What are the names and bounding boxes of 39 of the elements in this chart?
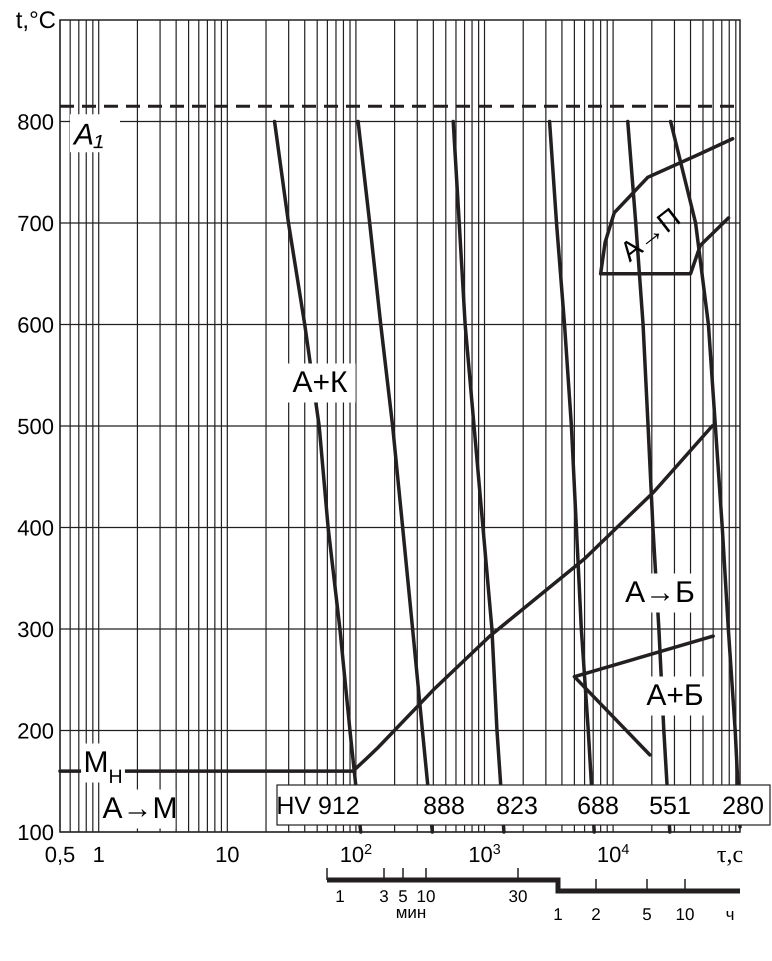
annotation: А+Б <box>646 679 704 712</box>
x-tick-label: 10 <box>215 842 240 867</box>
annotation: 688 <box>577 792 619 820</box>
y-axis-title: t,°C <box>16 7 56 34</box>
text: мин <box>396 903 426 922</box>
x-tick-label: 10$^{4}$ <box>596 842 630 867</box>
annotation: 823 <box>496 792 538 820</box>
text: 10 <box>676 905 694 924</box>
annotation: М$_{Н}$ <box>83 746 123 788</box>
text: 10 <box>416 887 436 906</box>
annotation: А+К <box>292 366 348 399</box>
y-tick-label: 500 <box>17 414 54 439</box>
y-tick-label: 300 <box>17 617 54 642</box>
y-tick-label: 400 <box>17 516 54 540</box>
annotation: А→Б <box>625 576 695 609</box>
y-tick-label: 200 <box>17 718 54 744</box>
x-axis-title: τ,с <box>716 842 744 868</box>
text: 2 <box>591 905 601 924</box>
text: 1 <box>553 905 563 924</box>
y-tick-label: 100 <box>17 820 54 845</box>
y-tick-label: 700 <box>17 211 54 236</box>
annotation: HV 912 <box>276 792 360 820</box>
annotation: 888 <box>423 792 465 820</box>
text: 5 <box>642 905 652 924</box>
text: 3 <box>379 887 389 906</box>
ref-line-label: A₁ <box>72 118 104 152</box>
annotation: А→М <box>102 792 178 825</box>
x-tick-label: 10$^{2}$ <box>340 842 372 867</box>
x-tick-label: 1 <box>92 842 105 867</box>
annotation: 551 <box>649 792 691 820</box>
x-tick-label: 10$^{3}$ <box>468 842 501 867</box>
x-tick-label: 0,5 <box>44 842 76 867</box>
annotation: 280 <box>722 792 764 820</box>
y-tick-label: 600 <box>17 312 54 338</box>
text: 1 <box>335 887 345 906</box>
text: 5 <box>398 887 408 906</box>
text: ч <box>726 905 734 924</box>
text: 30 <box>508 887 528 906</box>
y-tick-label: 800 <box>17 110 54 134</box>
